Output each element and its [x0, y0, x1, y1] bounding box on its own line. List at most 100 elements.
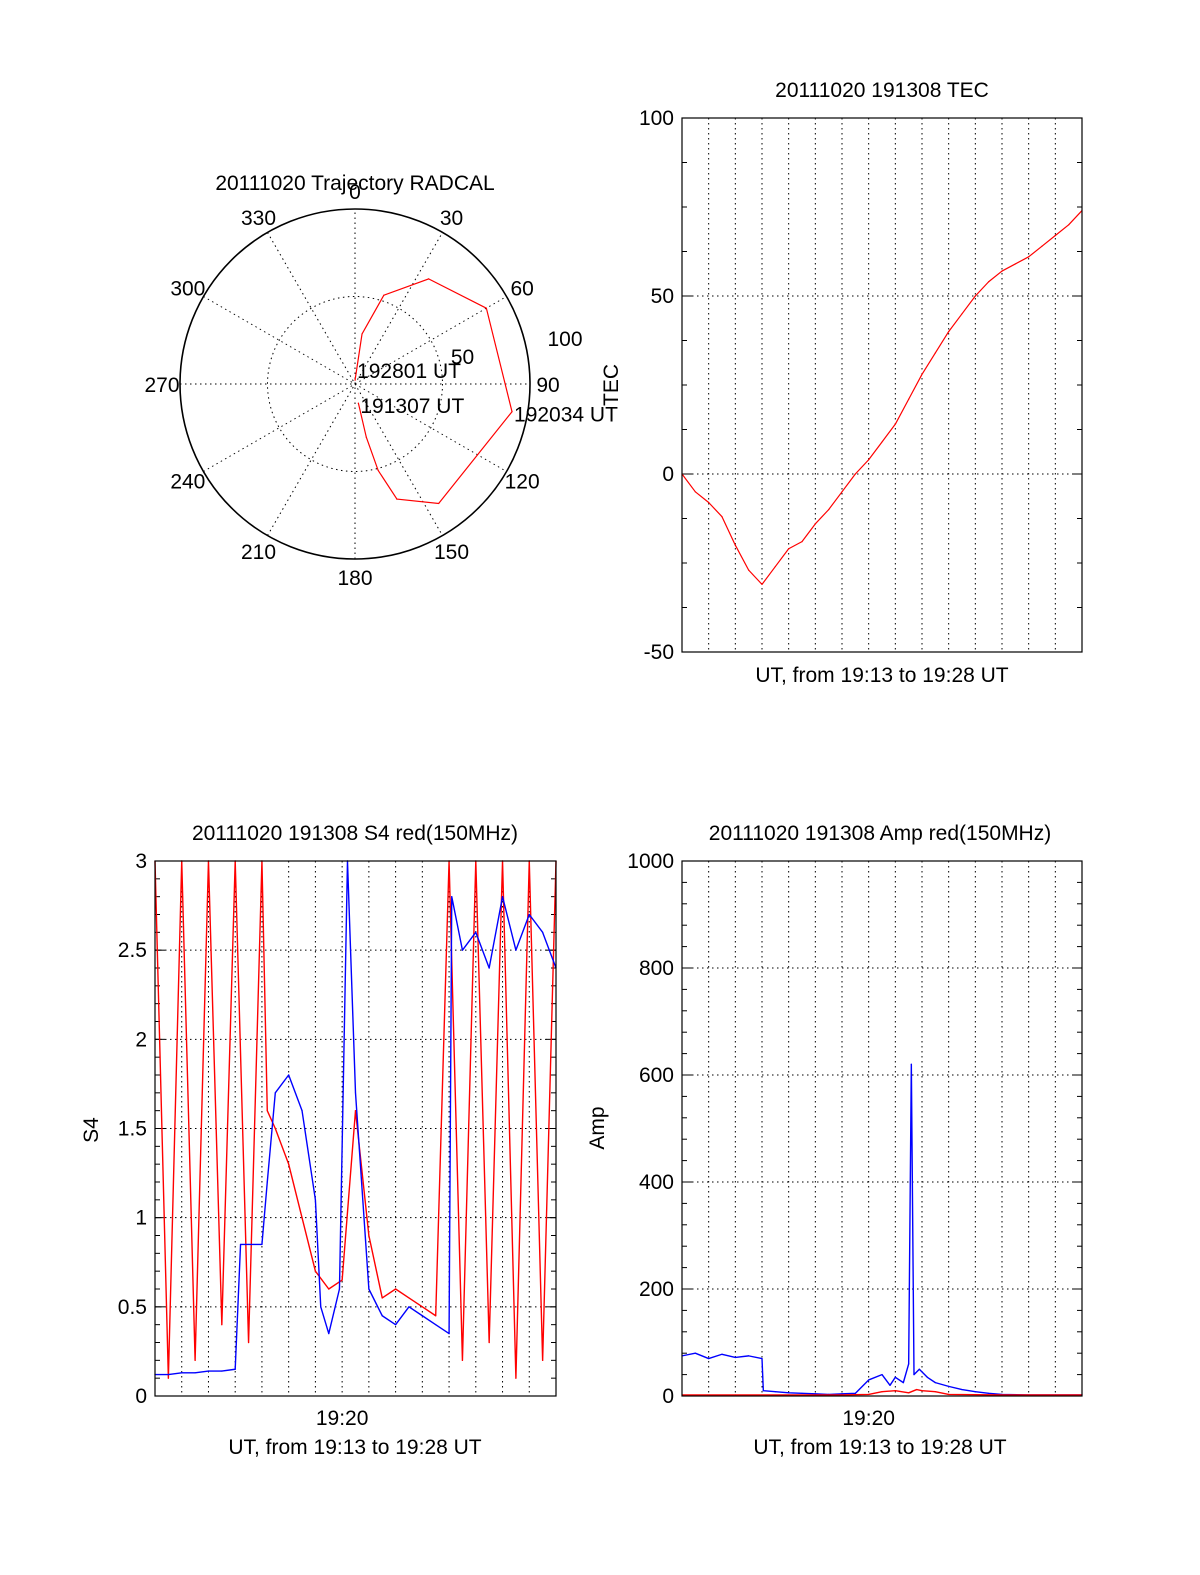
y-tick-label: 50	[651, 285, 674, 308]
series-point	[247, 1341, 250, 1344]
series-point	[368, 1234, 370, 1237]
series-point	[301, 1110, 303, 1112]
series-point	[774, 1391, 776, 1393]
trajectory-line	[354, 278, 513, 505]
series-point	[788, 1392, 790, 1394]
series-point	[694, 491, 696, 493]
trajectory-point	[438, 502, 440, 505]
polar-azimuth-label: 270	[144, 374, 179, 397]
series-point	[395, 1288, 397, 1290]
series-point	[301, 1217, 303, 1219]
y-tick-label: 0	[662, 1385, 674, 1408]
series-point	[221, 1370, 223, 1372]
series-point	[988, 281, 990, 283]
polar-azimuth-label: 60	[510, 278, 533, 301]
series-point	[908, 398, 910, 400]
polar-azimuth-label: 330	[241, 207, 276, 230]
series-point	[974, 295, 976, 297]
s4-title: 20111020 191308 S4 red(150MHz)	[192, 822, 518, 845]
series-point	[354, 1110, 357, 1112]
series-point	[926, 1376, 928, 1378]
series-point	[1068, 224, 1070, 226]
series-point	[341, 1279, 343, 1281]
trajectory-point	[361, 333, 363, 335]
series-point	[274, 1092, 276, 1094]
series-point	[167, 1374, 169, 1376]
s4-ylabel: S4	[80, 1117, 103, 1143]
series-point	[501, 896, 504, 898]
series-point	[408, 1297, 410, 1299]
series-point	[421, 1315, 423, 1317]
series-point	[234, 1368, 236, 1370]
series-point	[1001, 1394, 1003, 1396]
series-point	[854, 473, 856, 475]
y-tick-label: 1	[135, 1207, 147, 1230]
series-point	[961, 313, 963, 315]
series-point	[734, 544, 736, 546]
tec-plot-frame	[681, 117, 1083, 653]
series-point	[461, 949, 464, 951]
y-tick-label: 2	[135, 1028, 147, 1051]
polar-azimuth-label: 180	[337, 567, 372, 590]
series-line	[154, 860, 557, 1379]
series-point	[239, 1243, 242, 1246]
series-point	[908, 1392, 910, 1394]
series-point	[1041, 245, 1043, 247]
polar-azimuth-label: 30	[440, 207, 463, 230]
series-point	[748, 1355, 750, 1357]
series-point	[515, 1377, 517, 1379]
series-point	[868, 459, 870, 461]
series-point	[721, 516, 723, 518]
series-point	[902, 1382, 904, 1384]
amp-title: 20111020 191308 Amp red(150MHz)	[709, 822, 1051, 845]
series-point	[913, 1374, 915, 1376]
series-point	[515, 949, 517, 951]
series-line	[155, 860, 557, 1376]
series-point	[708, 501, 710, 504]
s4-plot-frame	[154, 860, 557, 1397]
y-tick-label: 200	[639, 1278, 674, 1301]
s4-chart: 20111020 191308 S4 red(150MHz) UT, from …	[80, 822, 557, 1459]
series-point	[974, 1391, 976, 1393]
y-tick-label: 1.5	[118, 1118, 147, 1141]
series-point	[721, 1353, 723, 1355]
series-line	[682, 1388, 1082, 1396]
series-point	[894, 1390, 896, 1392]
series-point	[381, 1297, 383, 1299]
series-point	[761, 1357, 763, 1360]
trajectory-point	[383, 294, 385, 296]
series-point	[908, 1363, 910, 1365]
trajectory-point	[365, 436, 367, 438]
series-point	[708, 1357, 710, 1360]
series-point	[948, 1393, 950, 1395]
series-point	[1028, 256, 1030, 258]
series-point	[881, 441, 883, 443]
series-point	[918, 1368, 920, 1370]
polar-title: 20111020 Trajectory RADCAL	[215, 172, 494, 195]
series-point	[448, 1332, 450, 1335]
series-point	[320, 1306, 322, 1308]
series-point	[948, 1385, 950, 1387]
series-point	[314, 1199, 316, 1201]
series-point	[828, 509, 830, 511]
series-point	[801, 541, 803, 543]
polar-radial-label: 100	[547, 328, 582, 351]
series-point	[542, 931, 544, 933]
series-point	[1014, 263, 1016, 265]
series-point	[748, 569, 750, 571]
amp-plot-frame	[681, 860, 1083, 1397]
polar-trajectory-chart: 20111020 Trajectory RADCAL 0 30 60 90 120 150…	[144, 172, 618, 590]
series-point	[788, 548, 790, 550]
y-tick-label: 3	[135, 850, 147, 873]
polar-radial-label: 50	[451, 346, 474, 369]
polar-azimuth-label: 300	[170, 278, 205, 301]
series-line	[681, 1063, 1082, 1396]
series-line	[681, 210, 1083, 585]
tec-xlabel: UT, from 19:13 to 19:28 UT	[755, 664, 1008, 687]
trajectory-point	[485, 307, 487, 309]
series-point	[328, 1288, 330, 1290]
series-point	[916, 1388, 918, 1391]
series-point	[788, 1394, 790, 1396]
x-tick-label: 19:20	[842, 1407, 895, 1430]
series-point	[207, 1370, 210, 1372]
